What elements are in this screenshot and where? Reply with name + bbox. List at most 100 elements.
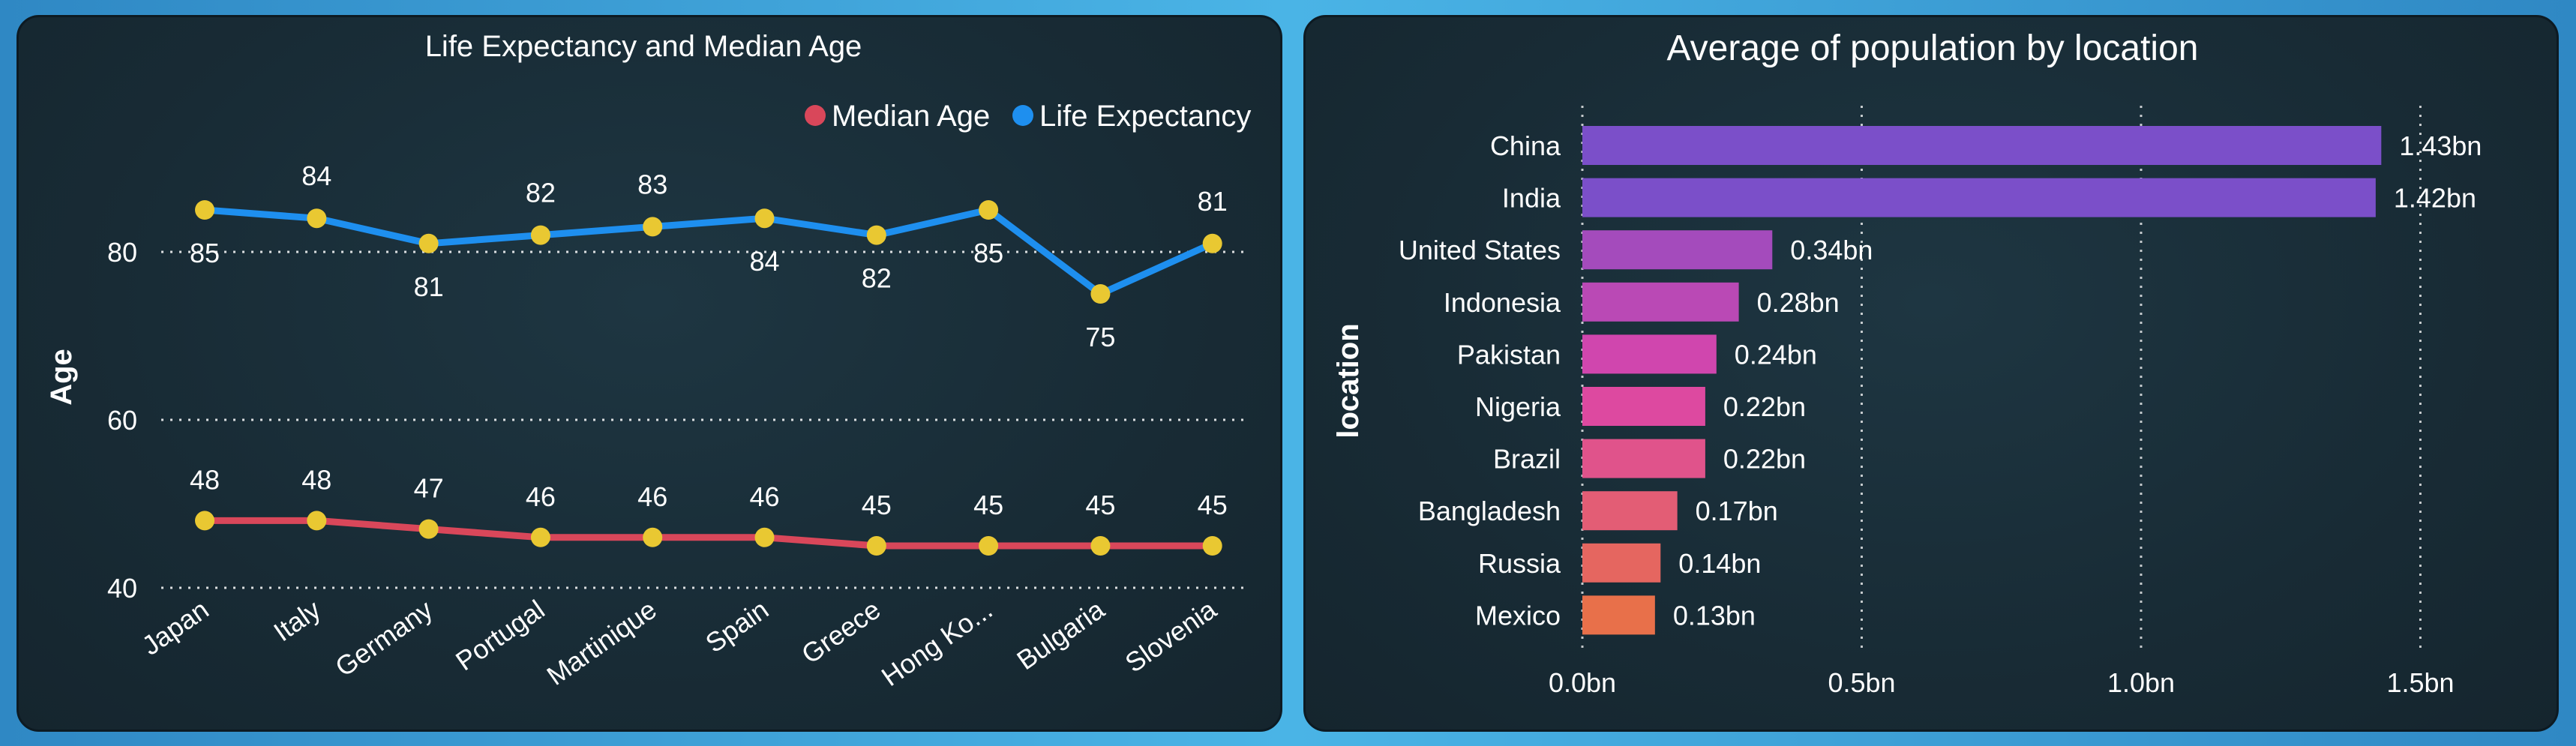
data-point[interactable]: [307, 511, 327, 531]
category-label: Indonesia: [1444, 287, 1561, 318]
data-label: 0.17bn: [1696, 496, 1778, 526]
data-point[interactable]: [1202, 233, 1222, 253]
data-point[interactable]: [195, 200, 214, 220]
category-label: Brazil: [1493, 444, 1561, 475]
x-tick-label: 1.0bn: [2107, 667, 2175, 698]
bar[interactable]: [1582, 334, 1717, 374]
data-label: 84: [749, 246, 779, 277]
data-label: 85: [973, 238, 1003, 268]
x-tick-label: Italy: [268, 594, 326, 647]
x-tick-label: Slovenia: [1120, 593, 1222, 678]
data-points: [195, 200, 1222, 556]
data-label: 0.24bn: [1735, 339, 1817, 370]
category-labels: China India United States Indonesia Pakistan…: [1399, 130, 1561, 631]
data-label: 48: [301, 464, 331, 495]
bar[interactable]: [1582, 387, 1705, 426]
chart-title: Life Expectancy and Median Age: [425, 30, 862, 63]
data-point[interactable]: [1090, 536, 1111, 556]
series-lines: [201, 206, 1216, 550]
line-chart: Life Expectancy and Median Age Median Ag…: [45, 30, 1251, 692]
data-label: 0.22bn: [1723, 391, 1806, 422]
x-tick-label: Spain: [700, 594, 774, 658]
bar[interactable]: [1582, 178, 2376, 217]
data-point[interactable]: [643, 527, 663, 547]
x-tick-label: Germany: [329, 594, 438, 683]
data-label: 1.42bn: [2394, 183, 2476, 214]
data-point[interactable]: [530, 225, 550, 245]
data-label: 1.43bn: [2399, 130, 2482, 161]
data-point[interactable]: [754, 208, 775, 229]
category-label: Pakistan: [1457, 339, 1561, 370]
bar[interactable]: [1582, 230, 1773, 270]
x-tick-label: Greece: [796, 594, 886, 670]
data-label: 83: [637, 169, 667, 199]
x-tick-label: 0.0bn: [1549, 667, 1616, 698]
data-point[interactable]: [195, 511, 214, 531]
data-label: 46: [637, 481, 667, 512]
x-axis-ticks: 0.0bn 0.5bn 1.0bn 1.5bn: [1549, 667, 2455, 698]
bar-chart: Average of population by location locati…: [1332, 28, 2482, 698]
chart-title: Average of population by location: [1667, 28, 2199, 68]
category-label: United States: [1399, 235, 1561, 265]
data-label: 75: [1085, 322, 1115, 352]
series-line-median-age: [201, 517, 1216, 550]
legend-marker-median-age[interactable]: [805, 105, 826, 126]
category-label: China: [1490, 130, 1561, 161]
data-point[interactable]: [866, 225, 886, 245]
bar[interactable]: [1582, 491, 1678, 531]
data-label: 45: [862, 490, 892, 520]
bars: [1582, 126, 2382, 635]
category-label: Russia: [1478, 548, 1561, 579]
data-label: 0.13bn: [1673, 600, 1756, 631]
data-label: 45: [1198, 490, 1228, 520]
data-point[interactable]: [754, 527, 775, 547]
data-point[interactable]: [1090, 284, 1111, 304]
data-label: 81: [414, 271, 444, 302]
data-point[interactable]: [418, 233, 439, 253]
data-point[interactable]: [307, 208, 327, 229]
data-label: 0.34bn: [1790, 235, 1873, 265]
data-label: 47: [414, 473, 444, 504]
bar[interactable]: [1582, 282, 1739, 322]
gridlines: [161, 250, 1249, 589]
x-tick-label: Martinique: [541, 594, 662, 691]
bar[interactable]: [1582, 543, 1661, 583]
data-label: 0.22bn: [1723, 444, 1806, 475]
x-tick-label: Hong Ko...: [876, 594, 998, 692]
legend-label-median-age[interactable]: Median Age: [832, 100, 990, 133]
bar[interactable]: [1582, 439, 1705, 478]
y-tick-label: 60: [107, 405, 137, 436]
population-chart-panel: Average of population by location locati…: [1303, 15, 2559, 732]
life-expectancy-chart-panel: Life Expectancy and Median Age Median Ag…: [16, 15, 1282, 732]
x-tick-label: 0.5bn: [1828, 667, 1895, 698]
data-point[interactable]: [530, 527, 550, 547]
data-label: 0.14bn: [1678, 548, 1761, 579]
y-tick-label: 80: [107, 237, 137, 268]
data-label: 81: [1198, 186, 1228, 217]
bar[interactable]: [1582, 595, 1655, 635]
data-point[interactable]: [1202, 536, 1222, 556]
x-tick-label: Bulgaria: [1011, 593, 1111, 676]
category-label: Mexico: [1475, 600, 1561, 631]
x-tick-label: 1.5bn: [2386, 667, 2454, 698]
data-point[interactable]: [643, 217, 663, 237]
legend-marker-life-expectancy[interactable]: [1012, 105, 1033, 126]
data-point[interactable]: [979, 200, 999, 220]
series-line-life-expectancy: [201, 206, 1216, 298]
data-point[interactable]: [979, 536, 999, 556]
data-point[interactable]: [418, 519, 439, 539]
data-point[interactable]: [866, 536, 886, 556]
y-tick-label: 40: [107, 573, 137, 604]
data-labels: 1.43bn 1.42bn 0.34bn 0.28bn 0.24bn 0.22bn 0.22…: [1673, 130, 2482, 631]
data-label: 82: [862, 263, 892, 294]
legend: Median Age Life Expectancy: [805, 100, 1251, 133]
x-tick-label: Portugal: [450, 594, 550, 676]
data-label: 46: [749, 481, 779, 512]
bar[interactable]: [1582, 126, 2382, 165]
y-axis-ticks: 40 60 80: [107, 237, 137, 604]
data-label: 48: [190, 464, 220, 495]
data-label: 45: [973, 490, 1003, 520]
legend-label-life-expectancy[interactable]: Life Expectancy: [1039, 100, 1251, 133]
data-labels: 48 48 47 46 46 46 45 45 45 45 85 84 81 82 83 84 82 85 75 81: [190, 160, 1228, 520]
